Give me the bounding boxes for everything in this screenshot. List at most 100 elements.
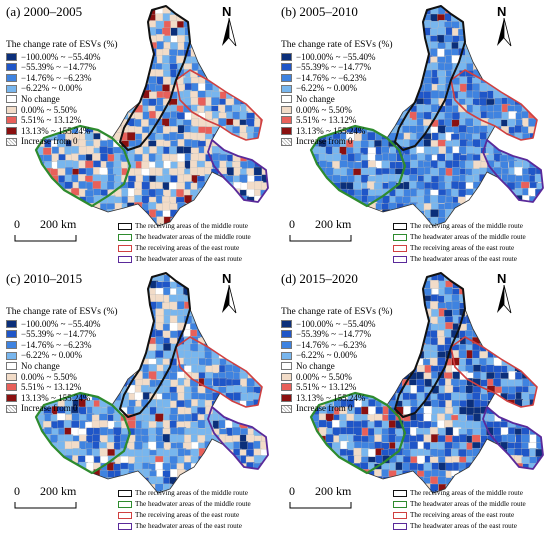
county-cell (37, 189, 47, 199)
county-cell (190, 35, 199, 45)
county-cell (346, 21, 356, 31)
region-label: The headwater areas of the east route (410, 522, 517, 530)
county-cell (135, 7, 144, 16)
county-cell (347, 202, 356, 212)
county-cell (396, 70, 406, 79)
county-cell (224, 477, 234, 487)
county-cell (416, 434, 425, 443)
county-cell (239, 302, 248, 312)
county-cell (106, 484, 115, 493)
county-cell (99, 224, 109, 226)
county-cell (375, 490, 385, 493)
county-cell (515, 469, 524, 479)
county-cell (212, 63, 222, 72)
county-cell (403, 41, 413, 50)
county-cell (127, 358, 136, 367)
county-cell (260, 56, 268, 66)
county-cell (218, 132, 227, 141)
county-cell (126, 90, 136, 99)
legend-swatch (6, 63, 17, 72)
county-cell (92, 27, 102, 36)
county-cell (253, 280, 262, 290)
county-cell (493, 194, 503, 204)
county-cell (493, 399, 503, 408)
county-cell (536, 125, 543, 135)
legend-label: 13.13% ~ 155.24% (296, 125, 366, 136)
county-cell (240, 63, 250, 72)
county-cell (128, 13, 137, 23)
county-cell (409, 344, 418, 353)
county-cell (239, 69, 249, 78)
county-cell (479, 461, 489, 471)
county-cell (522, 476, 531, 485)
county-cell (402, 209, 412, 218)
county-cell (169, 315, 179, 324)
county-cell (252, 13, 262, 22)
county-cell (78, 146, 88, 155)
county-cell (485, 364, 495, 374)
county-cell (120, 54, 130, 64)
county-cell (492, 378, 502, 387)
county-cell (121, 315, 131, 325)
county-cell (478, 316, 488, 325)
county-cell (389, 280, 399, 290)
county-cell (527, 13, 537, 23)
county-cell (382, 484, 391, 493)
county-cell (267, 182, 268, 191)
county-cell (43, 195, 53, 205)
county-cell (521, 470, 531, 480)
county-cell (423, 104, 433, 114)
legend-label: 0.00% ~ 5.50% (296, 371, 352, 382)
legend-item: No change (281, 361, 393, 372)
county-cell (374, 13, 384, 23)
county-cell (260, 314, 268, 324)
county-cell (43, 463, 53, 473)
legend-swatch (281, 74, 292, 83)
county-cell (239, 7, 249, 16)
county-cell (196, 20, 206, 30)
county-cell (410, 48, 419, 57)
legend-swatch (6, 105, 17, 114)
county-cell (240, 293, 250, 303)
county-cell (472, 210, 481, 220)
county-cell (155, 461, 164, 471)
county-cell (239, 287, 248, 297)
county-cell (544, 119, 550, 127)
county-cell (197, 97, 207, 106)
county-cell (93, 490, 102, 493)
county-cell (134, 477, 144, 486)
county-cell (544, 98, 550, 106)
county-cell (339, 469, 349, 479)
county-cell (311, 202, 314, 211)
county-cell (233, 407, 242, 416)
county-cell (134, 273, 144, 275)
county-cell (224, 420, 234, 429)
county-cell (57, 441, 66, 450)
county-cell (423, 139, 433, 148)
county-cell (184, 210, 194, 219)
county-cell (416, 7, 425, 16)
county-cell (368, 13, 377, 22)
county-cell (260, 302, 268, 311)
county-cell (542, 356, 543, 366)
legend-swatch (6, 116, 17, 125)
county-cell (85, 216, 94, 225)
county-cell (78, 202, 88, 212)
county-cell (542, 6, 543, 10)
county-cell (36, 203, 46, 212)
county-cell (127, 34, 136, 43)
county-cell (260, 216, 268, 225)
legend-label: −55.39% ~ −14.77% (296, 329, 372, 340)
county-cell (501, 337, 510, 347)
county-cell (403, 6, 413, 9)
county-cell (493, 316, 503, 325)
county-cell (473, 413, 482, 422)
county-cell (218, 55, 228, 64)
county-cell (239, 91, 248, 101)
county-cell (121, 476, 130, 485)
county-cell (353, 484, 362, 493)
county-cell (36, 463, 39, 473)
county-cell (233, 384, 243, 394)
county-cell (437, 441, 446, 451)
county-cell (85, 484, 94, 493)
